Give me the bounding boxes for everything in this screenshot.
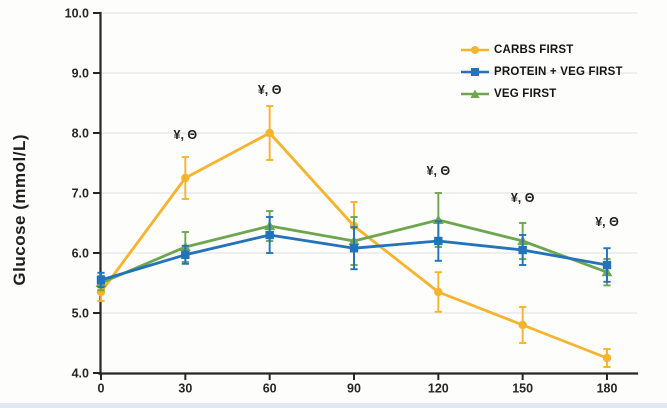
- circle-marker-icon: [471, 45, 479, 54]
- bottom-strip: [0, 403, 667, 408]
- legend-item-carbs-first: CARBS FIRST: [460, 42, 623, 57]
- circle-marker: [265, 128, 274, 138]
- x-tick-label: 150: [512, 382, 533, 396]
- square-marker: [434, 236, 443, 246]
- legend-label: CARBS FIRST: [494, 43, 574, 56]
- y-tick-label: 7.0: [72, 187, 89, 201]
- circle-marker: [602, 353, 612, 363]
- legend-label: VEG FIRST: [494, 87, 557, 100]
- square-marker: [518, 245, 527, 255]
- square-marker: [602, 260, 612, 270]
- y-tick-label: 10.0: [65, 7, 89, 21]
- square-marker-icon: [471, 67, 479, 76]
- legend-item-protein-veg-first: PROTEIN + VEG FIRST: [460, 64, 623, 79]
- y-tick-label: 9.0: [72, 67, 89, 81]
- legend-swatch-square: [461, 67, 489, 76]
- circle-marker: [434, 287, 443, 297]
- annotations: ¥, Θ ¥, Θ ¥, Θ ¥, Θ ¥, Θ: [174, 83, 620, 229]
- x-tick-label: 30: [178, 382, 192, 396]
- x-tick-label: 90: [347, 382, 361, 396]
- significance-annotation: ¥, Θ: [258, 83, 282, 97]
- circle-marker: [518, 320, 527, 330]
- y-tick-label: 4.0: [72, 367, 89, 381]
- x-tick-label: 180: [597, 382, 618, 396]
- circle-marker: [181, 173, 190, 183]
- y-tick-label: 5.0: [72, 307, 89, 321]
- legend-swatch-circle: [461, 45, 489, 54]
- y-tick-label: 6.0: [72, 247, 89, 261]
- x-axis-ticks: 0 30 60 90 120 150 180: [98, 374, 618, 396]
- legend-item-veg-first: VEG FIRST: [460, 86, 623, 101]
- x-tick-label: 0: [98, 382, 105, 396]
- legend-label: PROTEIN + VEG FIRST: [494, 65, 623, 78]
- significance-annotation: ¥, Θ: [427, 164, 451, 178]
- y-axis-ticks: 4.0 5.0 6.0 7.0 8.0 9.0 10.0: [65, 7, 100, 381]
- square-marker: [181, 250, 190, 259]
- x-tick-label: 120: [428, 382, 449, 396]
- x-tick-label: 60: [263, 382, 277, 396]
- square-marker: [265, 230, 274, 240]
- significance-annotation: ¥, Θ: [595, 215, 619, 229]
- triangle-marker-icon: [470, 89, 480, 98]
- axes: [98, 11, 639, 376]
- significance-annotation: ¥, Θ: [174, 128, 198, 142]
- series-protein-veg-first: [96, 216, 612, 289]
- legend: CARBS FIRST PROTEIN + VEG FIRST VEG FIRST: [460, 42, 623, 101]
- square-marker: [96, 275, 106, 285]
- square-marker: [349, 244, 359, 253]
- legend-swatch-triangle: [461, 89, 489, 98]
- significance-annotation: ¥, Θ: [511, 191, 535, 205]
- y-tick-label: 8.0: [72, 127, 89, 141]
